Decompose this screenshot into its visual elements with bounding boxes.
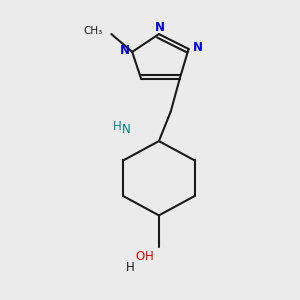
Text: H: H	[145, 250, 154, 263]
Text: CH₃: CH₃	[83, 26, 102, 35]
Text: H: H	[113, 120, 122, 133]
Text: O: O	[135, 250, 144, 263]
Text: N: N	[193, 41, 202, 54]
Text: H: H	[126, 261, 135, 274]
Text: N: N	[155, 21, 165, 34]
Text: N: N	[122, 123, 130, 136]
Text: N: N	[120, 44, 130, 57]
